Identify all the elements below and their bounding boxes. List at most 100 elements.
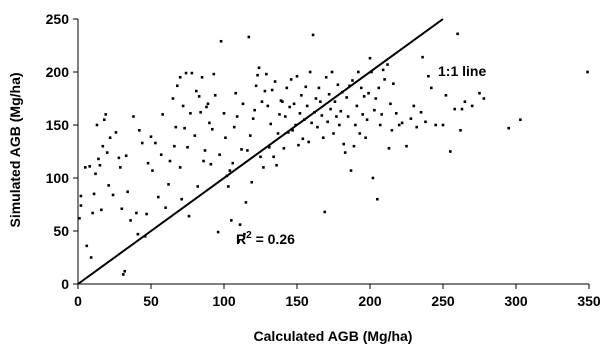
data-point <box>374 97 378 100</box>
y-tick-label: 150 <box>46 117 70 133</box>
data-point <box>326 120 329 124</box>
data-point <box>167 183 170 186</box>
data-point <box>301 137 305 141</box>
data-point <box>203 149 207 152</box>
data-point <box>136 232 140 236</box>
data-point <box>276 132 280 135</box>
reference-line <box>77 18 444 285</box>
data-point <box>281 100 284 103</box>
data-point <box>222 112 226 115</box>
data-point <box>519 118 522 121</box>
data-point <box>117 156 121 160</box>
data-point <box>367 91 370 95</box>
data-point <box>265 72 268 76</box>
data-point <box>405 144 408 148</box>
data-point <box>238 223 242 226</box>
y-tick-label: 200 <box>46 64 70 80</box>
data-point <box>254 84 258 88</box>
data-point <box>151 169 154 172</box>
data-point <box>97 157 100 161</box>
data-point <box>194 89 198 93</box>
data-point <box>231 161 235 165</box>
data-point <box>330 70 334 74</box>
data-point <box>104 113 108 116</box>
plot-area <box>78 32 589 276</box>
data-point <box>173 144 176 148</box>
data-point <box>123 269 127 273</box>
data-point <box>434 123 437 127</box>
data-point <box>291 129 294 132</box>
data-point <box>397 123 401 127</box>
data-point <box>317 86 321 90</box>
data-point <box>359 86 363 90</box>
data-point <box>304 85 308 89</box>
data-point <box>202 159 205 163</box>
data-point <box>381 68 385 72</box>
data-point <box>307 140 310 144</box>
r-squared-value: = 0.26 <box>252 231 295 247</box>
data-point <box>430 86 433 90</box>
data-point <box>126 190 129 194</box>
data-point <box>84 166 87 169</box>
data-point <box>269 122 273 126</box>
data-point <box>219 39 223 43</box>
data-point <box>266 104 270 108</box>
data-point <box>208 121 211 125</box>
data-point <box>383 78 386 81</box>
data-point <box>357 70 360 74</box>
data-point <box>241 102 245 106</box>
data-point <box>178 166 182 169</box>
data-point <box>235 115 239 118</box>
data-point <box>444 94 448 97</box>
data-point <box>161 113 164 116</box>
data-point <box>234 91 237 95</box>
data-point <box>288 105 291 109</box>
data-point <box>190 71 194 75</box>
data-point <box>244 201 248 204</box>
y-tick-label: 100 <box>46 170 70 186</box>
data-point <box>282 147 286 150</box>
data-point <box>211 127 214 131</box>
data-point <box>441 123 445 127</box>
data-point <box>378 123 382 127</box>
x-tick-label: 250 <box>431 293 455 309</box>
data-point <box>171 97 175 100</box>
data-point <box>285 86 289 90</box>
data-point <box>186 145 189 149</box>
data-point <box>257 66 261 70</box>
data-point <box>275 163 278 167</box>
data-point <box>157 195 160 199</box>
data-point <box>380 113 383 116</box>
data-point <box>273 80 277 83</box>
data-point <box>248 134 252 137</box>
data-point <box>387 147 391 150</box>
data-point <box>453 107 456 111</box>
data-point <box>224 136 227 140</box>
data-point <box>181 104 185 108</box>
data-point <box>373 108 376 112</box>
data-point <box>246 149 249 152</box>
r-squared-superscript: 2 <box>246 230 252 241</box>
data-point <box>205 105 208 109</box>
data-point <box>102 118 106 121</box>
y-tick-label: 0 <box>61 276 69 292</box>
data-point <box>105 151 109 154</box>
data-point <box>175 84 179 88</box>
data-point <box>394 112 398 115</box>
data-point <box>154 141 157 145</box>
data-point <box>368 56 372 60</box>
data-point <box>184 71 188 75</box>
data-point <box>196 185 200 188</box>
x-tick-label: 200 <box>358 293 382 309</box>
data-point <box>259 155 262 159</box>
x-tick-label: 100 <box>212 293 236 309</box>
data-point <box>140 141 144 145</box>
data-point <box>216 230 220 234</box>
data-point <box>371 176 375 180</box>
data-point <box>332 132 335 135</box>
data-point <box>111 193 115 197</box>
data-point <box>95 123 99 127</box>
data-point <box>213 94 217 97</box>
